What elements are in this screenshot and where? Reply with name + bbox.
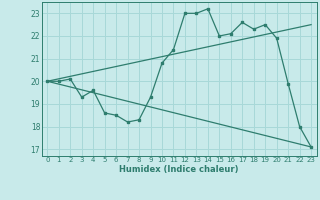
X-axis label: Humidex (Indice chaleur): Humidex (Indice chaleur) (119, 165, 239, 174)
